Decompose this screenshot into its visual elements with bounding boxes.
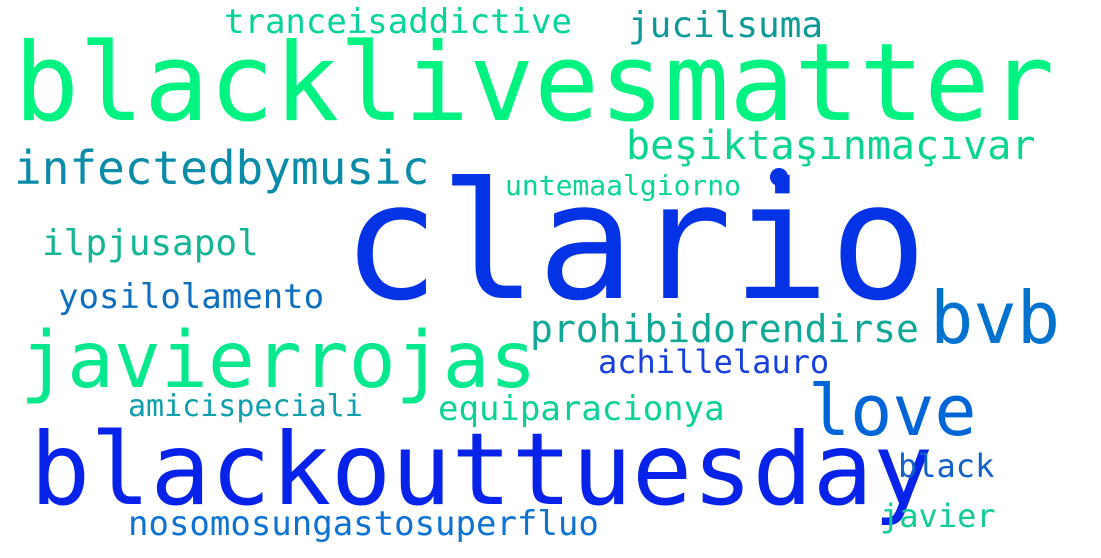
word-love: love [808, 370, 977, 452]
word-javier: javier [880, 497, 996, 535]
word-besiktasinmacivar: beşiktaşınmaçıvar [626, 123, 1036, 169]
word-achillelauro: achillelauro [598, 343, 830, 381]
word-yosilolamento: yosilolamento [58, 277, 325, 317]
word-untemaalgiorno: untemaalgiorno [505, 169, 742, 202]
word-infectedbymusic: infectedbymusic [14, 141, 430, 195]
word-bvb: bvb [930, 276, 1061, 360]
word-amicispeciali: amicispeciali [128, 389, 363, 424]
dot-glyph [770, 168, 788, 186]
word-prohibidorendirse: prohibidorendirse [530, 307, 919, 351]
word-ilpjusapol: ilpjusapol [42, 223, 259, 264]
word-blacklivesmatter: blacklivesmatter [14, 21, 1055, 146]
word-jucilsuma: jucilsuma [628, 5, 824, 46]
word-javierrojas: javierrojas [20, 316, 537, 406]
word-blackouttuesday: blackouttuesday [30, 411, 934, 528]
word-black: black [898, 447, 995, 485]
word-nosomosungastosuperfluo: nosomosungastosuperfluo [128, 504, 599, 544]
word-equiparacionya: equiparacionya [438, 389, 725, 429]
word-clario: clario [342, 149, 928, 337]
word-tranceisaddictive: tranceisaddictive [224, 2, 572, 42]
